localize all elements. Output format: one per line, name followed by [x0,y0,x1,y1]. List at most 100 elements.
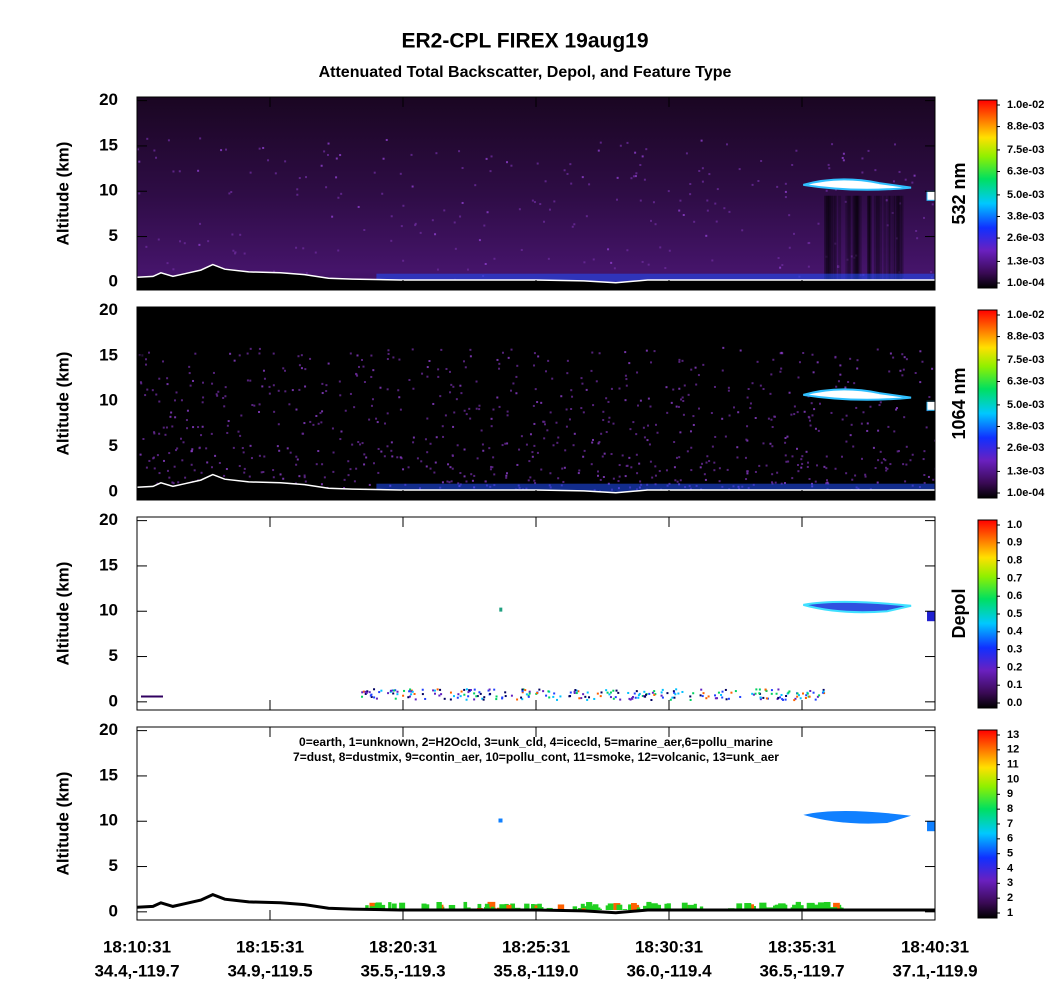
aerosol [674,693,677,696]
speckle [889,352,892,355]
aerosol [660,691,663,694]
colorbar-tick-label: 1 [1007,907,1013,919]
speckle [152,457,155,460]
speckle [531,451,534,454]
speckle [533,352,536,355]
aerosol [521,688,524,691]
speckle [339,154,342,157]
speckle [690,368,693,371]
speckle [527,479,530,482]
speckle [426,417,429,420]
speckle [834,467,837,470]
speckle [628,456,631,459]
speckle [198,446,201,449]
aerosol [600,691,603,694]
speckle [842,152,845,155]
speckle [331,215,334,218]
speckle [602,410,605,413]
speckle [553,200,556,203]
speckle [339,438,342,441]
speckle [549,411,552,414]
aerosol [727,697,730,700]
speckle [874,467,877,470]
speckle [780,367,783,370]
speckle [624,475,627,478]
speckle [380,450,383,453]
speckle [716,188,719,191]
aerosol [725,698,728,701]
speckle [166,377,169,380]
aerosol [473,698,476,701]
speckle [399,456,402,459]
aerosol [629,698,632,701]
y-tick-label: 20 [99,300,118,319]
speckle [923,473,926,476]
speckle [515,375,518,378]
aerosol-layer [693,903,697,911]
speckle [171,481,174,484]
speckle [331,427,334,430]
speckle [153,467,156,470]
speckle [386,358,389,361]
aerosol [473,688,476,691]
speckle [727,386,730,389]
aerosol [456,696,459,699]
speckle [340,430,343,433]
speckle [892,356,895,359]
speckle [365,456,368,459]
speckle [441,481,444,484]
speckle [788,246,791,249]
virga [834,195,838,282]
speckle [932,478,935,481]
aerosol [661,696,664,699]
speckle [557,477,560,480]
aerosol [669,698,672,701]
speckle [601,455,604,458]
aerosol-layer [490,906,495,911]
surface-line [137,473,935,494]
speckle [200,434,203,437]
speckle [839,373,842,376]
aerosol [475,695,478,698]
speckle [515,392,518,395]
aerosol [364,690,367,693]
colorbar-tick-label: 2.6e-03 [1007,442,1044,454]
curtain-image [137,307,935,500]
aerosol [609,691,612,694]
speckle [899,369,902,372]
speckle [682,400,685,403]
speckle [641,260,644,263]
speckle [492,408,495,411]
speckle [296,458,299,461]
speckle [349,352,352,355]
aerosol-layer [477,903,482,911]
aerosol [784,698,787,701]
speckle [243,467,246,470]
speckle [295,455,298,458]
speckle [784,441,787,444]
speckle [218,461,221,464]
aerosol [488,688,491,691]
speckle [279,473,282,476]
colorbar-tick-label: 0.5 [1007,608,1022,620]
speckle [189,384,192,387]
aerosol [552,695,555,698]
speckle [148,459,151,462]
speckle [561,467,564,470]
speckle [784,454,787,457]
speckle [543,437,546,440]
speckle [724,435,727,438]
speckle [426,451,429,454]
colorbar-tick-label: 10 [1007,773,1019,785]
aerosol [701,695,704,698]
speckle [678,456,681,459]
speckle [672,388,675,391]
aerosol [516,698,519,701]
speckle [490,417,493,420]
aerosol-layer [586,902,593,911]
aerosol [634,696,637,699]
aerosol-layer [635,904,640,911]
aerosol [553,692,556,695]
speckle [635,172,638,175]
speckle [853,256,856,259]
